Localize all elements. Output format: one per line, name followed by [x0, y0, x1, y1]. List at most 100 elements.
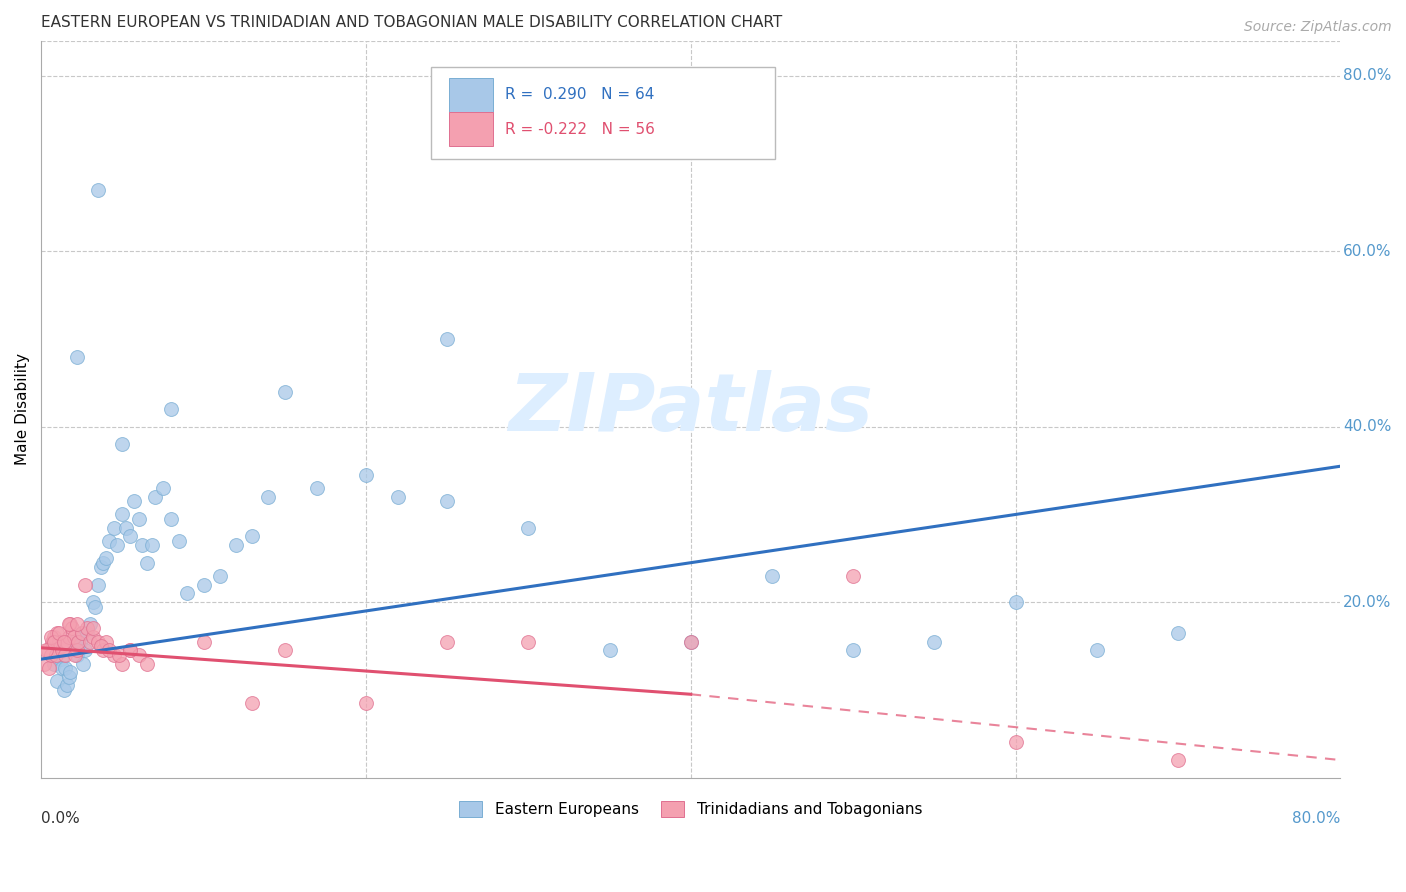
Text: 80.0%: 80.0%: [1343, 69, 1392, 84]
FancyBboxPatch shape: [449, 112, 494, 146]
Point: [38, 661, 60, 675]
Point: [517, 521, 540, 535]
Point: [120, 643, 142, 657]
Text: 20.0%: 20.0%: [1343, 595, 1392, 609]
Point: [42, 630, 65, 644]
Point: [1004, 735, 1026, 749]
Point: [176, 586, 198, 600]
Point: [56, 634, 79, 648]
Point: [94, 634, 117, 648]
Text: 60.0%: 60.0%: [1343, 244, 1392, 259]
Point: [128, 648, 150, 662]
Point: [167, 533, 190, 548]
Point: [679, 634, 702, 648]
Point: [66, 648, 89, 662]
Point: [82, 630, 104, 644]
Point: [436, 634, 458, 648]
Point: [354, 696, 377, 710]
Point: [517, 634, 540, 648]
Point: [34, 657, 56, 671]
Point: [56, 678, 79, 692]
Point: [90, 639, 112, 653]
Point: [39, 630, 62, 644]
Point: [135, 657, 157, 671]
Point: [91, 556, 114, 570]
Point: [120, 529, 142, 543]
Point: [273, 643, 295, 657]
Point: [94, 551, 117, 566]
Text: ZIPatlas: ZIPatlas: [508, 370, 873, 449]
Point: [67, 639, 90, 653]
Point: [842, 643, 865, 657]
Point: [83, 599, 105, 614]
Point: [98, 533, 121, 548]
Point: [66, 350, 89, 364]
Point: [62, 634, 84, 648]
Point: [79, 634, 101, 648]
Point: [87, 634, 110, 648]
Point: [120, 643, 142, 657]
Point: [66, 617, 89, 632]
Legend: Eastern Europeans, Trinidadians and Tobagonians: Eastern Europeans, Trinidadians and Toba…: [453, 795, 928, 823]
Point: [82, 622, 104, 636]
Point: [160, 512, 183, 526]
Point: [60, 622, 83, 636]
Point: [46, 625, 69, 640]
Point: [114, 521, 136, 535]
Text: 0.0%: 0.0%: [41, 811, 80, 826]
Point: [76, 622, 98, 636]
Point: [62, 630, 84, 644]
Point: [143, 490, 166, 504]
Text: EASTERN EUROPEAN VS TRINIDADIAN AND TOBAGONIAN MALE DISABILITY CORRELATION CHART: EASTERN EUROPEAN VS TRINIDADIAN AND TOBA…: [41, 15, 782, 30]
Text: R =  0.290   N = 64: R = 0.290 N = 64: [505, 87, 654, 103]
Point: [42, 634, 65, 648]
Point: [87, 183, 110, 197]
Point: [79, 617, 101, 632]
Point: [91, 643, 114, 657]
Y-axis label: Male Disability: Male Disability: [15, 353, 30, 466]
Point: [387, 490, 409, 504]
Point: [35, 643, 58, 657]
Point: [111, 508, 134, 522]
Point: [160, 402, 183, 417]
Text: R = -0.222   N = 56: R = -0.222 N = 56: [505, 122, 655, 136]
Point: [761, 569, 783, 583]
Point: [55, 648, 77, 662]
Point: [103, 648, 125, 662]
Point: [73, 643, 96, 657]
Text: 80.0%: 80.0%: [1292, 811, 1340, 826]
FancyBboxPatch shape: [430, 67, 775, 159]
Point: [58, 630, 80, 644]
Point: [107, 538, 129, 552]
Point: [72, 657, 94, 671]
Point: [70, 625, 93, 640]
Point: [49, 652, 72, 666]
Point: [52, 634, 75, 648]
Point: [436, 494, 458, 508]
Point: [103, 521, 125, 535]
Point: [67, 634, 90, 648]
Point: [1085, 643, 1108, 657]
Point: [52, 634, 75, 648]
Point: [45, 648, 67, 662]
Point: [82, 595, 104, 609]
Point: [108, 648, 131, 662]
Point: [1167, 753, 1189, 767]
Point: [111, 437, 134, 451]
Point: [141, 538, 163, 552]
Point: [48, 625, 70, 640]
Point: [436, 332, 458, 346]
Point: [37, 643, 59, 657]
Point: [58, 670, 80, 684]
Point: [52, 682, 75, 697]
Point: [66, 643, 89, 657]
Point: [128, 512, 150, 526]
Point: [111, 657, 134, 671]
Point: [273, 384, 295, 399]
Point: [42, 657, 65, 671]
Point: [131, 538, 153, 552]
Point: [152, 481, 174, 495]
Point: [49, 639, 72, 653]
Point: [48, 634, 70, 648]
Point: [87, 577, 110, 591]
